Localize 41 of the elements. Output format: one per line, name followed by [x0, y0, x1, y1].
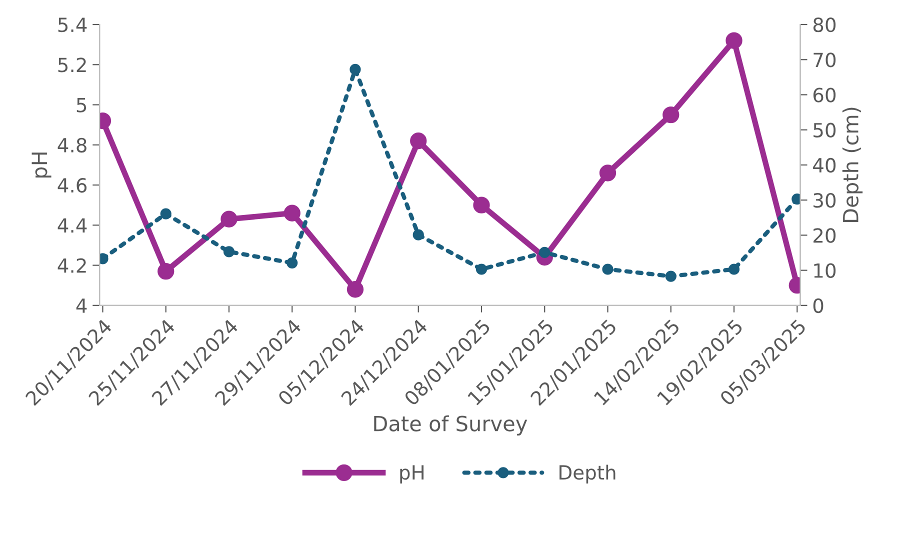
point — [412, 229, 424, 240]
y2-tick-label: 70 — [814, 52, 836, 68]
y2-tick-label: 0 — [813, 298, 824, 314]
x-axis-title: Date of Survey — [374, 415, 528, 436]
point — [158, 262, 174, 280]
point — [599, 164, 616, 182]
y2-axis-title: Depth (cm) — [842, 108, 863, 222]
y2-tick-label: 30 — [814, 193, 836, 208]
point — [350, 64, 361, 76]
point — [220, 210, 238, 228]
y-tick-label: 4.4 — [58, 218, 87, 233]
legend-label: Depth — [560, 464, 616, 484]
y2-tick-label: 20 — [814, 228, 836, 243]
point — [665, 270, 676, 282]
y2-tick-label: 60 — [813, 88, 836, 102]
point — [346, 281, 364, 298]
y-tick-label: 4 — [76, 298, 87, 313]
point — [286, 257, 298, 268]
y2-tick-label: 80 — [813, 17, 836, 32]
point — [726, 32, 742, 49]
y2-tick-label: 50 — [814, 122, 836, 138]
point — [223, 246, 235, 258]
y2-tick-label: 10 — [814, 263, 836, 278]
y-tick-label: 4.2 — [58, 258, 86, 273]
y-tick-label: 5.4 — [58, 18, 87, 32]
y-tick-label: 5 — [76, 98, 86, 112]
legend-label: pH — [400, 465, 424, 484]
point — [539, 246, 550, 258]
y-tick-label: 4.6 — [58, 178, 87, 193]
point — [728, 264, 740, 275]
y-tick-label: 4.8 — [58, 138, 86, 153]
point — [662, 106, 680, 124]
point — [602, 264, 614, 275]
point — [284, 204, 300, 222]
point — [476, 264, 488, 275]
point — [410, 132, 427, 150]
point — [473, 196, 490, 214]
y-axis-title: pH — [32, 152, 52, 178]
y2-tick-label: 40 — [813, 158, 836, 173]
y-tick-label: 5.2 — [58, 58, 86, 72]
point — [160, 208, 172, 220]
